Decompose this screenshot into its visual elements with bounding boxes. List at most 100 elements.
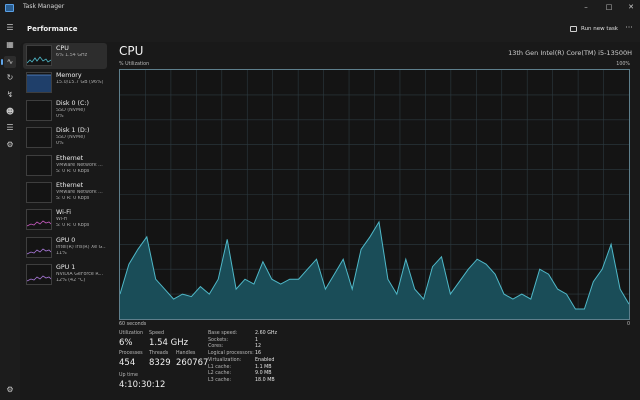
resource-detail: NVIDIA GeForce R... [56,272,104,278]
resource-usage: S: 0 R: 0 Kbps [56,223,90,229]
spec-value: Enabled [255,357,275,363]
sidebar-item-memory[interactable]: Memory 15.0/15.7 GB (96%) [23,70,107,96]
resource-thumbnail [26,127,52,149]
close-button[interactable]: ✕ [628,3,634,11]
processes-label: Processes [119,351,143,356]
performance-content: CPU 6% 1.54 GHz Memory 15.0/15.7 GB (96%) Di… [20,42,640,400]
maximize-button[interactable]: □ [605,3,613,11]
uptime-label: Up time [119,373,138,378]
resource-detail: 15.0/15.7 GB (96%) [56,80,104,86]
resource-name: Memory [56,72,82,80]
spec-label: L2 cache: [208,371,232,377]
speed-label: Speed [149,331,165,336]
resource-thumbnail [26,182,52,203]
navigation-rail: ☰ ▦ ∿ ↻ ↯ ☻ ☰ ⚙ [0,16,20,400]
handles-value: 260767 [176,358,209,368]
cpu-model: 13th Gen Intel(R) Core(TM) i5-13500H [508,49,632,57]
run-new-task-button[interactable]: Run new task [570,23,618,35]
spec-label: Logical processors: [208,351,254,357]
minimize-button[interactable]: – [584,3,588,11]
resource-name: Wi-Fi [56,209,72,217]
cpu-graph-svg [120,70,629,319]
spec-value: 2.60 GHz [255,331,278,336]
resource-detail: VMware Network ... [56,190,103,195]
resource-thumbnail [26,72,52,94]
threads-label: Threads [149,351,169,356]
resource-name: Ethernet [56,182,84,189]
resource-detail: VMware Network ... [56,162,103,168]
resource-detail: SSD (NVMe) [56,107,86,113]
spec-value: 1.1 MB [255,364,272,370]
resource-name: GPU 1 [56,264,76,272]
utilization-axis-label: % Utilization [119,62,150,67]
resource-usage: S: 0 R: 0 Kbps [56,168,90,174]
spec-label: L1 cache: [208,364,232,370]
utilization-label: Utilization [119,331,144,336]
resource-detail: Intel(R) Iris(R) Xe G... [56,244,106,250]
spec-value: 1 [255,337,259,343]
resource-name: Ethernet [56,154,84,162]
cpu-usage-area [120,221,629,319]
services-icon[interactable]: ⚙ [6,140,14,149]
app-history-icon[interactable]: ↻ [6,73,14,82]
cpu-usage-line [120,220,629,310]
resource-thumbnail [26,154,52,176]
sidebar-item-gpu-1[interactable]: GPU 1 NVIDIA GeForce R... 12% (42 °C) [23,262,107,288]
resource-detail: Wi-Fi [56,217,68,223]
resource-thumbnail [26,236,52,258]
page-title: Performance [27,25,78,33]
sidebar-item-ethernet[interactable]: Ethernet VMware Network ... S: 0 R: 0 Kbps [23,153,107,179]
run-new-task-label: Run new task [581,26,618,32]
resource-usage: 11% [56,250,67,256]
spec-value: 9.0 MB [255,371,272,377]
more-options-button[interactable]: ··· [625,23,633,32]
run-task-icon [570,26,577,32]
utilization-max-label: 100% [616,62,630,67]
cpu-title: CPU [119,44,144,58]
resource-name: CPU [56,45,69,52]
window-title: Task Manager [23,3,65,10]
spec-value: 18.0 MB [255,377,275,383]
sidebar-item-ethernet[interactable]: Ethernet VMware Network ... S: 0 R: 0 Kbps [23,180,107,206]
time-axis-end-label: 0 [626,322,630,327]
cpu-detail-panel: CPU 13th Gen Intel(R) Core(TM) i5-13500H… [119,42,635,400]
task-manager-icon [5,4,14,12]
time-axis-start-label: 60 seconds [119,322,147,327]
resource-name: GPU 0 [56,236,76,244]
sidebar-item-disk-0-c[interactable]: Disk 0 (C:) SSD (NVMe) 0% [23,98,107,124]
spec-label: L3 cache: [208,377,232,383]
spec-value: 16 [255,351,262,357]
sidebar-item-wi-fi[interactable]: Wi-Fi Wi-Fi S: 0 R: 0 Kbps [23,207,107,233]
startup-apps-icon[interactable]: ↯ [6,90,14,99]
resource-name: Disk 1 (D:) [56,127,90,135]
uptime-value: 4:10:30:12 [119,380,166,390]
spec-label: Virtualization: [208,357,242,363]
title-bar: Task Manager – □ ✕ [0,0,640,16]
sidebar-item-disk-1-d[interactable]: Disk 1 (D:) SSD (NVMe) 0% [23,125,107,151]
settings-icon[interactable]: ⚙ [6,385,14,394]
resource-usage: S: 0 R: 0 Kbps [56,196,90,201]
utilization-value: 6% [119,338,133,348]
hamburger-icon[interactable]: ☰ [6,23,14,32]
sidebar-item-gpu-0[interactable]: GPU 0 Intel(R) Iris(R) Xe G... 11% [23,235,107,261]
spec-value: 12 [255,344,262,350]
details-icon[interactable]: ☰ [6,123,14,132]
resource-thumbnail [26,45,52,66]
speed-value: 1.54 GHz [149,338,189,348]
command-bar: Performance Run new task ··· [20,16,640,42]
spec-label: Cores: [208,344,224,350]
resource-thumbnail [26,209,52,231]
sidebar-item-cpu[interactable]: CPU 6% 1.54 GHz [23,43,107,69]
resource-name: Disk 0 (C:) [56,99,89,107]
threads-value: 8329 [149,358,171,368]
performance-icon[interactable]: ∿ [1,56,16,68]
resource-usage: 0% [56,113,64,119]
resource-thumbnail [26,99,52,121]
resource-usage: 0% [56,141,64,147]
cpu-utilization-graph [119,69,630,320]
processes-icon[interactable]: ▦ [6,40,14,49]
processes-value: 454 [119,358,136,368]
handles-label: Handles [176,351,196,356]
spec-label: Sockets: [208,337,229,343]
users-icon[interactable]: ☻ [5,107,15,116]
